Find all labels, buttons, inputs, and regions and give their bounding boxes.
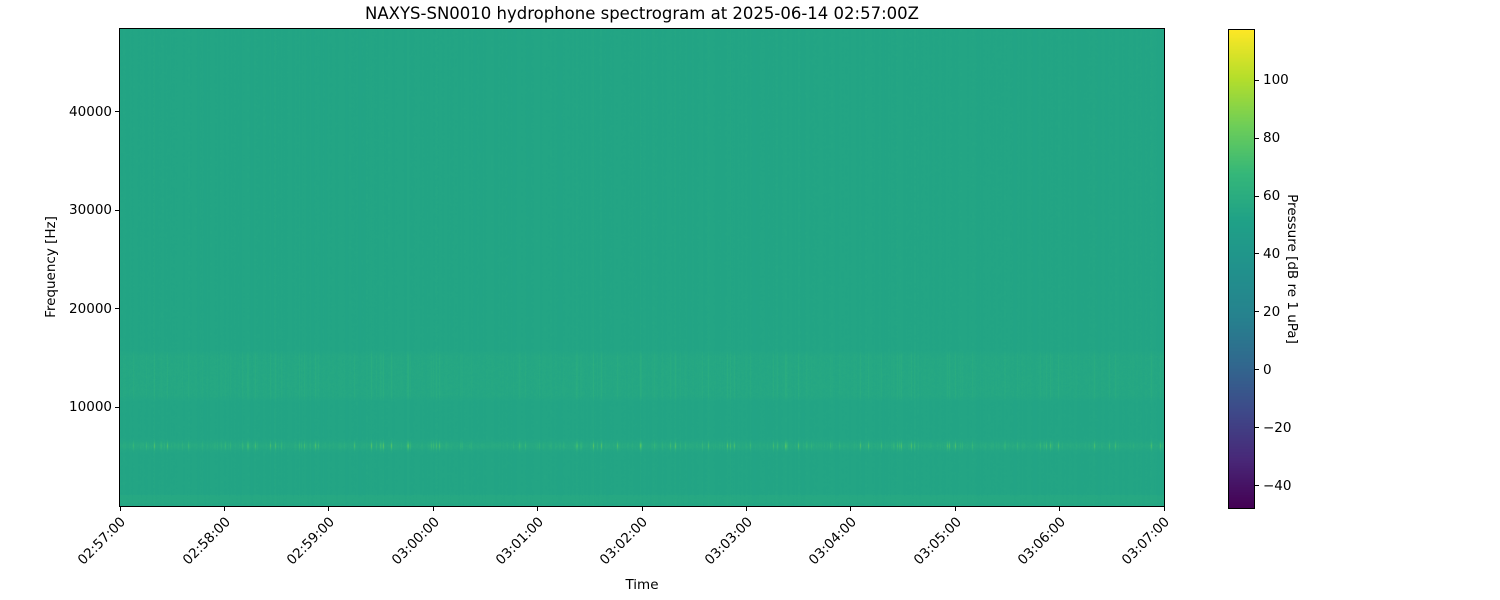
colorbar-tick-label: 100 — [1263, 72, 1289, 89]
x-tick-label: 03:00:00 — [388, 514, 443, 569]
x-tick-mark — [432, 507, 434, 511]
colorbar-tick-mark — [1255, 427, 1259, 429]
x-axis-label: Time — [625, 577, 659, 593]
x-tick-mark — [745, 507, 747, 511]
colorbar-tick-mark — [1255, 311, 1259, 313]
y-axis-label: Frequency [Hz] — [43, 216, 59, 318]
colorbar — [1228, 29, 1255, 509]
spectrogram-heatmap — [120, 29, 1164, 506]
colorbar-tick-label: −40 — [1263, 477, 1292, 494]
chart-title: NAXYS-SN0010 hydrophone spectrogram at 2… — [365, 4, 919, 23]
x-tick-label: 03:06:00 — [1014, 514, 1069, 569]
x-tick-mark — [954, 507, 956, 511]
y-tick-mark — [115, 209, 119, 211]
y-tick-mark — [115, 406, 119, 408]
colorbar-tick-mark — [1255, 253, 1259, 255]
y-tick-label: 30000 — [69, 202, 112, 219]
x-tick-label: 03:01:00 — [492, 514, 547, 569]
colorbar-tick-mark — [1255, 79, 1259, 81]
colorbar-gradient — [1229, 30, 1254, 508]
x-tick-label: 02:58:00 — [179, 514, 234, 569]
x-tick-label: 03:02:00 — [597, 514, 652, 569]
x-tick-label: 03:07:00 — [1119, 514, 1174, 569]
x-tick-label: 02:57:00 — [75, 514, 130, 569]
x-tick-label: 03:04:00 — [805, 514, 861, 569]
colorbar-tick-label: −20 — [1263, 419, 1292, 436]
x-tick-label: 03:05:00 — [910, 514, 965, 569]
x-tick-mark — [1163, 507, 1165, 511]
x-tick-mark — [223, 507, 225, 511]
x-tick-mark — [641, 507, 643, 511]
y-tick-mark — [115, 308, 119, 310]
y-tick-mark — [115, 111, 119, 113]
y-tick-label: 20000 — [69, 300, 112, 317]
x-tick-mark — [119, 507, 121, 511]
colorbar-tick-mark — [1255, 195, 1259, 197]
x-tick-mark — [328, 507, 330, 511]
x-tick-label: 03:03:00 — [701, 514, 756, 569]
colorbar-tick-label: 40 — [1263, 245, 1281, 262]
x-tick-mark — [1059, 507, 1061, 511]
colorbar-tick-label: 0 — [1263, 361, 1272, 378]
colorbar-tick-label: 60 — [1263, 188, 1281, 204]
colorbar-tick-label: 20 — [1263, 303, 1281, 320]
x-tick-mark — [537, 507, 539, 511]
spectrogram-plot-area — [119, 28, 1165, 507]
colorbar-label: Pressure [dB re 1 uPa] — [1284, 194, 1300, 344]
colorbar-tick-mark — [1255, 137, 1259, 139]
colorbar-tick-mark — [1255, 369, 1259, 371]
y-tick-label: 10000 — [69, 399, 112, 416]
x-tick-mark — [850, 507, 852, 511]
colorbar-tick-label: 80 — [1263, 130, 1281, 147]
y-tick-label: 40000 — [69, 103, 112, 120]
x-tick-label: 02:59:00 — [283, 514, 339, 569]
colorbar-tick-mark — [1255, 485, 1259, 487]
